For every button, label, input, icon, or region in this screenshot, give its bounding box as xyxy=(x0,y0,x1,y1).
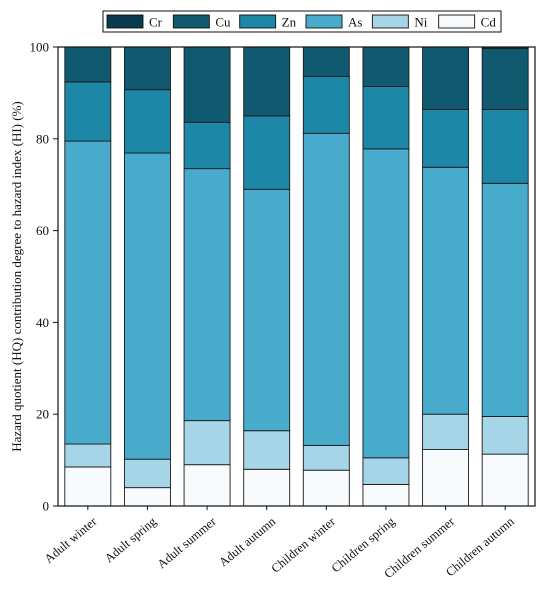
bar-segment-cd-8 xyxy=(481,453,529,507)
bar-segment-as-3 xyxy=(183,168,231,422)
bar-segment-as-7 xyxy=(422,166,470,415)
y-tick-label: 20 xyxy=(36,407,49,422)
x-tick-label: Adult winter xyxy=(42,514,100,566)
y-tick-label: 80 xyxy=(36,131,49,146)
bar-segment-ni-7 xyxy=(422,413,470,450)
bar-segment-zn-8 xyxy=(481,108,529,184)
bar-segment-zn-6 xyxy=(362,86,410,150)
legend-swatch-zn xyxy=(239,14,277,29)
legend: Cr Cu Zn As Ni Cd xyxy=(102,10,502,33)
bar-segment-as-6 xyxy=(362,148,410,459)
legend-label-zn: Zn xyxy=(282,15,297,30)
bar-segment-cd-3 xyxy=(183,464,231,507)
bar-segment-cd-5 xyxy=(302,469,350,507)
legend-label-as: As xyxy=(348,15,362,30)
y-tick-label: 0 xyxy=(43,499,50,514)
bar-segment-as-8 xyxy=(481,182,529,417)
bar-segment-cu-8 xyxy=(481,47,529,110)
bar-segment-ni-8 xyxy=(481,416,529,455)
bar-segment-zn-5 xyxy=(302,75,350,134)
legend-label-cr: Cr xyxy=(149,15,163,30)
bar-segment-zn-7 xyxy=(422,108,470,168)
bar-segment-as-4 xyxy=(243,188,291,432)
bar-segment-cd-1 xyxy=(64,466,112,507)
y-axis-title: Hazard quotient (HQ) contribution degree… xyxy=(9,101,24,452)
bar-segment-as-5 xyxy=(302,132,350,446)
bar-segment-as-1 xyxy=(64,140,112,445)
legend-label-ni: Ni xyxy=(414,15,427,30)
bar-segment-cd-7 xyxy=(422,449,470,507)
y-tick-label: 100 xyxy=(30,40,50,55)
bar-segment-cu-2 xyxy=(123,46,171,91)
bar-segment-ni-1 xyxy=(64,443,112,468)
bar-segment-zn-3 xyxy=(183,121,231,170)
bar-segment-as-2 xyxy=(123,152,171,460)
plot-frame xyxy=(57,46,536,507)
x-tick-label: Adult summer xyxy=(155,514,220,571)
y-tick-label: 60 xyxy=(36,223,49,238)
y-tick-label: 40 xyxy=(36,315,49,330)
bar-segment-zn-2 xyxy=(123,89,171,154)
bar-segment-ni-6 xyxy=(362,457,410,485)
legend-swatch-ni xyxy=(371,14,409,29)
bar-segment-cd-2 xyxy=(123,487,171,507)
bar-segment-zn-1 xyxy=(64,81,112,142)
bar-segment-ni-4 xyxy=(243,430,291,470)
bar-segment-cu-3 xyxy=(183,46,231,123)
x-tick-label: Adult spring xyxy=(102,514,160,566)
x-tick-label: Children winter xyxy=(269,514,339,576)
legend-swatch-cu xyxy=(172,14,210,29)
bar-segment-cd-4 xyxy=(243,468,291,507)
bar-segment-cu-5 xyxy=(302,46,350,77)
bar-segment-cu-1 xyxy=(64,46,112,83)
legend-swatch-as xyxy=(305,14,343,29)
bar-segment-cd-6 xyxy=(362,483,410,507)
bar-segment-cu-6 xyxy=(362,46,410,87)
legend-swatch-cr xyxy=(106,14,144,29)
legend-label-cd: Cd xyxy=(481,15,497,30)
x-tick-label: Adult autumn xyxy=(216,514,279,570)
bar-segment-ni-3 xyxy=(183,420,231,466)
legend-swatch-cd xyxy=(438,14,476,29)
bar-segment-zn-4 xyxy=(243,115,291,190)
bar-segment-cu-7 xyxy=(422,46,470,110)
legend-label-cu: Cu xyxy=(215,15,231,30)
bar-segment-ni-2 xyxy=(123,458,171,489)
bar-segment-cu-4 xyxy=(243,46,291,117)
bar-segment-ni-5 xyxy=(302,444,350,471)
bars xyxy=(64,46,529,507)
